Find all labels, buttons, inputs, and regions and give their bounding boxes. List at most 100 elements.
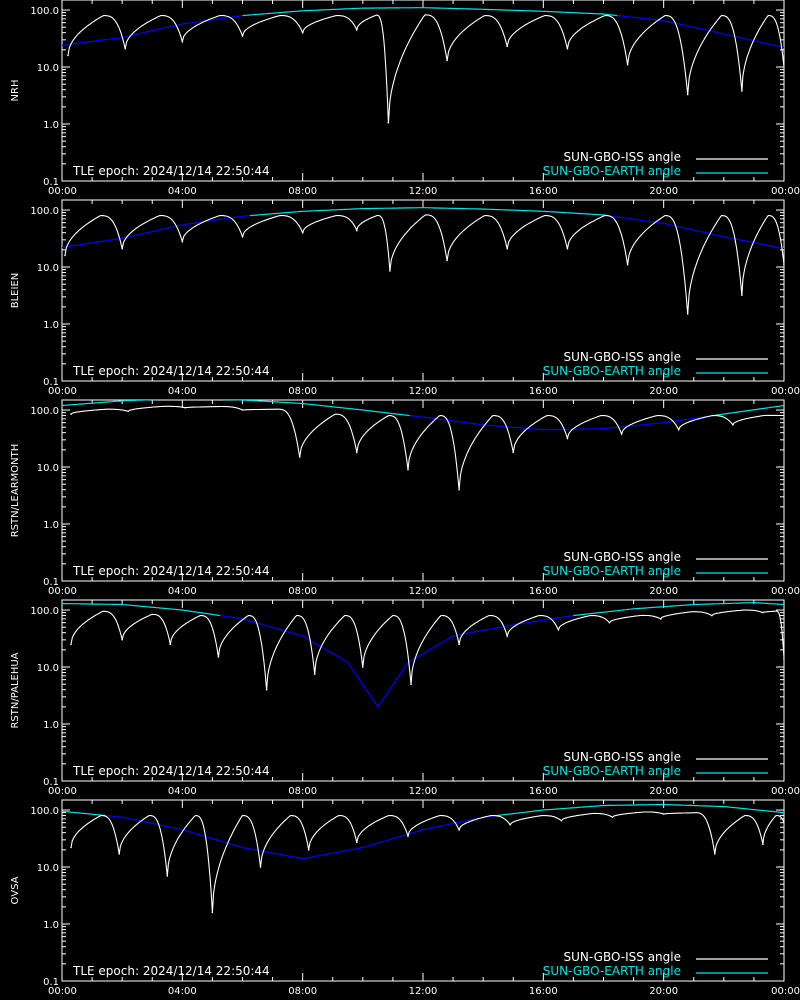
panel-1: 100.010.01.00.100:00 04:00 08:00 12:00 16:00… <box>10 0 800 197</box>
iss-dip-point <box>608 621 611 624</box>
x-tick-label: 08:00 <box>288 186 317 197</box>
iss-dip-point <box>566 47 569 50</box>
earth-angle-line-segment <box>219 615 574 708</box>
x-tick-label: 04:00 <box>168 986 197 997</box>
legend-label-earth: SUN-GBO-EARTH angle <box>543 564 681 578</box>
earth-angle-line-segment <box>62 400 410 417</box>
x-tick-label: 12:00 <box>409 386 438 397</box>
y-tick-label: 1.0 <box>43 720 59 731</box>
x-tick-label: 16:00 <box>529 786 558 797</box>
x-tick-label: 12:00 <box>409 986 438 997</box>
iss-dip-point <box>67 54 69 57</box>
iss-dip-point <box>259 866 262 868</box>
legend-label-iss: SUN-GBO-ISS angle <box>564 550 681 564</box>
earth-angle-line-segment <box>573 601 784 617</box>
x-tick-label: 20:00 <box>649 586 678 597</box>
earth-angle-line-segment <box>409 415 714 431</box>
iss-dip-point <box>241 409 244 411</box>
iss-dip-point <box>356 841 358 844</box>
y-tick-label: 100.0 <box>30 806 59 817</box>
x-tick-label: 00:00 <box>48 386 77 397</box>
iss-dip-point <box>711 614 713 617</box>
iss-dip-point <box>356 29 358 31</box>
tle-epoch-label: TLE epoch: 2024/12/14 22:50:44 <box>72 364 270 378</box>
y-tick-label: 10.0 <box>37 463 59 474</box>
series-sun-gbo-iss <box>64 214 784 315</box>
x-tick-label: 12:00 <box>409 186 438 197</box>
iss-dip-point <box>732 424 734 426</box>
iss-dip-point <box>389 270 391 272</box>
iss-dip-point <box>458 488 460 491</box>
y-axis-label: NRH <box>10 80 21 102</box>
iss-dip-point <box>506 45 509 48</box>
panel-2: 100.010.01.00.100:00 04:00 08:00 12:00 16:00… <box>10 199 800 397</box>
iss-dip-point <box>620 433 623 435</box>
earth-angle-line-segment <box>249 207 607 217</box>
series-sun-gbo-iss <box>70 405 784 491</box>
iss-dip-point <box>458 829 460 831</box>
iss-dip-point <box>70 413 72 415</box>
iss-dip-point <box>184 406 187 409</box>
earth-angle-line-segment <box>62 15 243 46</box>
iss-dip-point <box>783 263 784 266</box>
earth-angle-line-segment <box>62 215 251 249</box>
y-tick-label: 0.1 <box>43 377 59 388</box>
iss-dip-point <box>407 468 409 471</box>
iss-dip-point <box>677 429 680 431</box>
y-tick-label: 1.0 <box>43 120 59 131</box>
iss-dip-point <box>762 611 764 614</box>
y-tick-label: 100.0 <box>30 606 59 617</box>
tle-epoch-label: TLE epoch: 2024/12/14 22:50:44 <box>72 964 270 978</box>
iss-dip-point <box>446 59 448 62</box>
iss-dip-point <box>64 254 66 257</box>
iss-dip-point <box>181 240 184 243</box>
series-sun-gbo-earth <box>62 400 784 431</box>
y-tick-label: 1.0 <box>43 520 59 531</box>
x-tick-label: 00:00 <box>771 386 800 397</box>
iss-dip-point <box>265 688 268 691</box>
legend-label-earth: SUN-GBO-EARTH angle <box>543 164 681 178</box>
y-tick-label: 10.0 <box>37 863 59 874</box>
earth-angle-line-segment <box>62 810 106 817</box>
x-tick-label: 20:00 <box>649 386 678 397</box>
iss-dip-point <box>118 853 120 855</box>
iss-dip-point <box>217 656 220 658</box>
iss-dip-point <box>762 843 764 846</box>
y-tick-label: 0.1 <box>43 577 59 588</box>
x-tick-label: 16:00 <box>529 386 558 397</box>
iss-dip-point <box>356 229 358 232</box>
x-tick-label: 12:00 <box>409 586 438 597</box>
iss-dip-point <box>407 835 409 837</box>
series-sun-gbo-earth <box>62 7 784 49</box>
x-tick-label: 04:00 <box>168 186 197 197</box>
iss-dip-point <box>686 93 689 96</box>
tle-epoch-label: TLE epoch: 2024/12/14 22:50:44 <box>72 764 270 778</box>
earth-angle-line-segment <box>713 404 784 417</box>
iss-dip-point <box>211 911 214 914</box>
legend-label-iss: SUN-GBO-ISS angle <box>564 350 681 364</box>
iss-dip-point <box>121 639 123 641</box>
x-tick-label: 16:00 <box>529 586 558 597</box>
iss-dip-point <box>241 235 244 238</box>
iss-angle-line <box>64 214 784 315</box>
iss-dip-point <box>611 816 614 818</box>
x-tick-label: 00:00 <box>771 986 800 997</box>
iss-dip-point <box>362 666 364 668</box>
earth-angle-line-segment <box>62 602 221 617</box>
y-tick-label: 1.0 <box>43 920 59 931</box>
iss-angle-line <box>67 14 784 123</box>
iss-dip-point <box>241 35 244 37</box>
x-tick-label: 00:00 <box>771 186 800 197</box>
legend-label-earth: SUN-GBO-EARTH angle <box>543 364 681 378</box>
iss-dip-point <box>783 657 784 660</box>
y-tick-label: 100.0 <box>30 6 59 17</box>
legend-label-iss: SUN-GBO-ISS angle <box>564 750 681 764</box>
iss-dip-point <box>560 819 563 822</box>
x-tick-label: 04:00 <box>168 386 197 397</box>
earth-angle-line-segment <box>616 15 784 49</box>
y-tick-label: 0.1 <box>43 177 59 188</box>
iss-dip-point <box>662 813 665 815</box>
iss-dip-point <box>313 673 316 675</box>
